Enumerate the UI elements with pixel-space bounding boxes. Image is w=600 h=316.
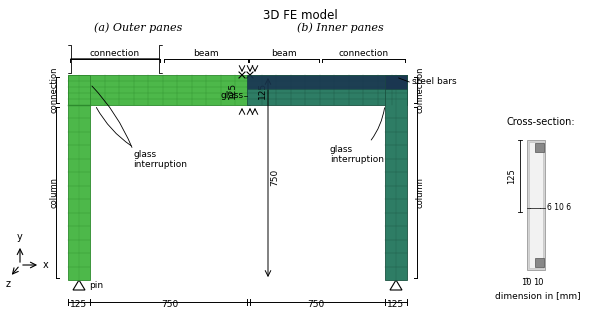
- Text: (b) Inner panes: (b) Inner panes: [296, 22, 383, 33]
- Text: beam: beam: [193, 49, 219, 58]
- Text: 750: 750: [270, 169, 279, 186]
- Text: 125: 125: [258, 82, 267, 99]
- Text: glass: glass: [221, 92, 244, 100]
- Bar: [535, 143, 544, 152]
- Text: 10: 10: [533, 278, 543, 287]
- Text: Cross-section:: Cross-section:: [506, 117, 575, 127]
- Bar: [68, 75, 90, 280]
- Text: column: column: [49, 177, 59, 208]
- Text: 125: 125: [228, 82, 237, 99]
- Text: z: z: [5, 279, 11, 289]
- Text: 125: 125: [507, 168, 516, 184]
- Bar: [247, 75, 407, 105]
- Text: column: column: [415, 177, 425, 208]
- Text: (a) Outer panes: (a) Outer panes: [94, 22, 182, 33]
- Text: 3D FE model: 3D FE model: [263, 9, 337, 22]
- Text: 750: 750: [161, 300, 179, 309]
- Text: connection: connection: [90, 49, 140, 58]
- Text: connection: connection: [49, 67, 59, 113]
- Text: glass
interruption: glass interruption: [330, 108, 385, 164]
- Text: 125: 125: [388, 300, 404, 309]
- Bar: [527, 140, 545, 270]
- Bar: [68, 75, 250, 105]
- Text: 125: 125: [70, 300, 88, 309]
- Text: 6 10 6: 6 10 6: [547, 203, 571, 212]
- Text: steel bars: steel bars: [412, 77, 457, 86]
- Bar: [385, 75, 407, 88]
- Bar: [529, 142, 543, 268]
- Text: pin: pin: [89, 281, 103, 289]
- Text: x: x: [43, 260, 49, 270]
- Bar: [535, 258, 544, 267]
- Text: y: y: [17, 232, 23, 242]
- Text: 10: 10: [521, 278, 531, 287]
- Bar: [385, 75, 407, 280]
- Text: connection: connection: [415, 67, 425, 113]
- Text: connection: connection: [338, 49, 389, 58]
- Text: 750: 750: [307, 300, 325, 309]
- Text: dimension in [mm]: dimension in [mm]: [495, 291, 581, 300]
- Text: glass
interruption: glass interruption: [97, 107, 187, 169]
- Text: beam: beam: [271, 49, 297, 58]
- Bar: [247, 75, 407, 88]
